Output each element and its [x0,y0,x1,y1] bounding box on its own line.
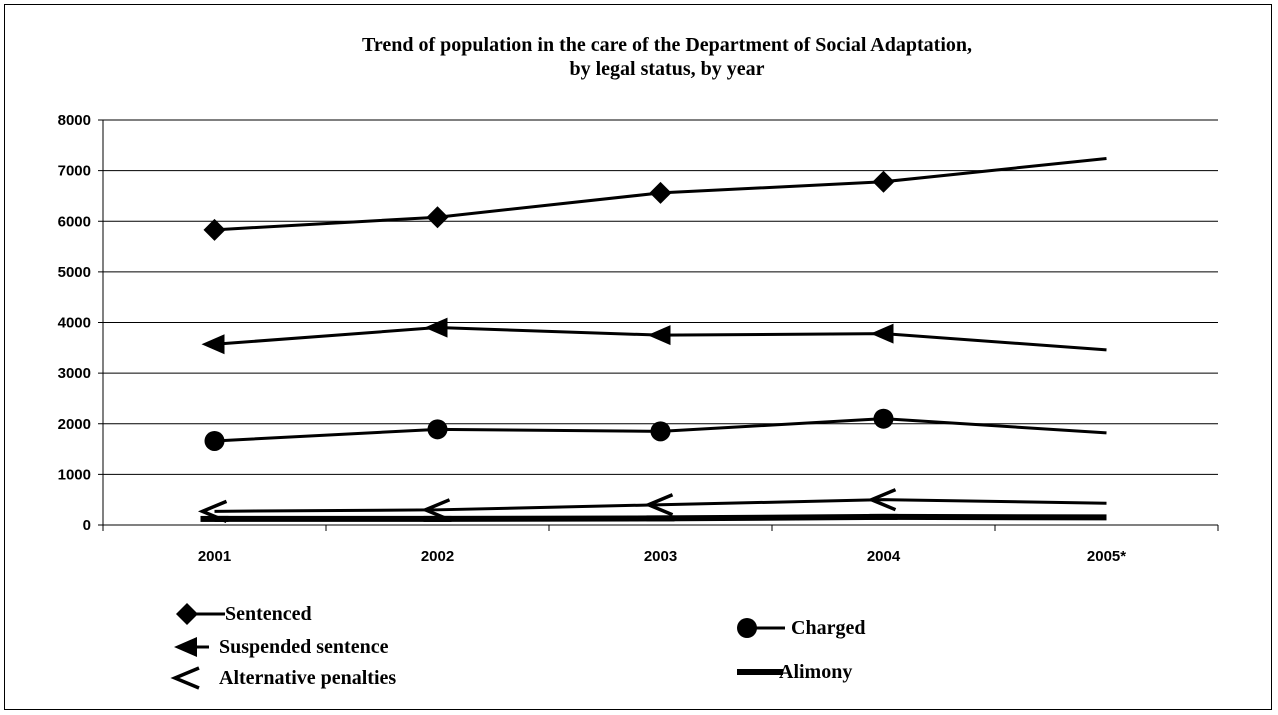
chart-title: Trend of population in the care of the D… [362,34,972,80]
y-tick-label: 7000 [58,163,91,180]
data-point-alimony [423,515,452,522]
line-chart: Trend of population in the care of the D… [58,34,1219,690]
chart-title-line: Trend of population in the care of the D… [362,34,972,56]
legend: Sentenced Suspended sentence Charged Altern… [170,603,865,690]
y-tick-label: 2000 [58,416,91,433]
series-alimony [200,513,1107,522]
y-tick-label: 0 [83,517,91,534]
gridlines [103,119,1218,475]
data-point-suspended-sentence [201,334,225,355]
series-line-alternative-penalties [214,498,1107,513]
legend-item-alternative-penalties: Alternative penalties [170,666,396,690]
legend-label: Charged [791,617,865,639]
y-tick-label: 1000 [58,466,91,483]
x-tick-label: 2001 [198,548,231,565]
data-point-alternative-penalties [866,488,897,512]
axes: 0 1000 2000 3000 4000 5000 6000 7000 8000 2001 200… [58,112,1219,565]
data-point-alternative-penalties [643,493,674,517]
data-point-charged [650,421,671,442]
series-sentenced [203,156,1107,241]
chart-title-line: by legal status, by year [570,58,765,80]
y-tick-label: 6000 [58,213,91,230]
data-point-alimony [200,515,229,522]
data-point-alimony [869,513,898,520]
x-tick-label: 2005* [1087,548,1126,565]
x-tick-label: 2004 [867,548,901,565]
y-tick-label: 3000 [58,365,91,382]
x-tick-label: 2003 [644,548,677,565]
data-point-alimony [646,515,675,522]
legend-label: Alimony [779,661,852,683]
legend-item-suspended-sentence: Suspended sentence [174,636,389,658]
legend-marker [170,666,200,690]
legend-item-alimony: Alimony [737,661,852,683]
legend-marker [737,618,757,638]
legend-label: Sentenced [225,603,312,625]
data-point-suspended-sentence [424,317,448,338]
series-charged [204,408,1107,451]
data-point-sentenced [426,206,449,229]
y-tick-label: 5000 [58,264,91,281]
x-tick-label: 2002 [421,548,454,565]
data-point-charged [873,408,894,429]
legend-item-sentenced: Sentenced [176,603,312,625]
data-point-charged [204,430,225,451]
data-point-sentenced [203,218,226,241]
legend-line [737,669,783,675]
series-suspended-sentence [201,317,1107,355]
data-point-suspended-sentence [870,323,894,344]
legend-marker [176,603,198,625]
data-point-sentenced [872,170,895,193]
legend-item-charged: Charged [737,617,865,639]
data-point-suspended-sentence [647,325,671,346]
data-point-sentenced [649,181,672,204]
chart-frame: Trend of population in the care of the D… [4,4,1272,710]
y-tick-label: 8000 [58,112,91,129]
legend-label: Suspended sentence [219,636,389,658]
legend-marker [174,637,197,657]
y-tick-label: 4000 [58,315,91,332]
series-lines [197,156,1107,523]
data-point-charged [427,419,448,440]
legend-label: Alternative penalties [219,667,396,689]
